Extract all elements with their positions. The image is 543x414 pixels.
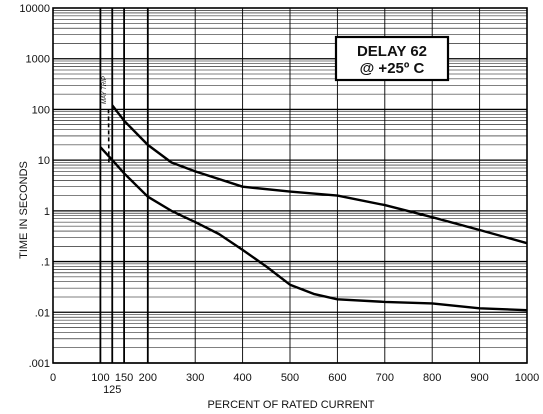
- chart-subtitle: @ +25º C: [360, 60, 425, 77]
- y-tick-label: .001: [29, 358, 50, 370]
- x-tick-label: 700: [376, 372, 394, 384]
- y-tick-label: .01: [35, 307, 50, 319]
- x-tick-label: 150: [115, 372, 133, 384]
- y-tick-label: 1: [44, 206, 50, 218]
- x-tick-label: 500: [281, 372, 299, 384]
- x-tick-label: 0: [50, 372, 56, 384]
- y-tick-label: 100: [32, 104, 50, 116]
- y-axis-title: TIME IN SECONDS: [18, 161, 30, 259]
- grid: [53, 8, 527, 364]
- y-tick-label: .1: [41, 257, 50, 269]
- x-tick-label: 400: [233, 372, 251, 384]
- x-tick-label: 200: [139, 372, 157, 384]
- x-tick-label: 100: [91, 372, 109, 384]
- y-tick-label: 10: [38, 155, 50, 167]
- x-tick-label: 125: [103, 384, 121, 396]
- y-tick-label: 10000: [19, 3, 50, 15]
- y-tick-label: 1000: [26, 54, 50, 66]
- x-tick-label: 600: [328, 372, 346, 384]
- chart-title: DELAY 62: [357, 43, 427, 60]
- may-trip-annotation: MAY TRIP: [102, 76, 108, 104]
- x-tick-label: 300: [186, 372, 204, 384]
- title-box-frame: [334, 35, 450, 82]
- x-tick-label: 800: [423, 372, 441, 384]
- title-box: DELAY 62 @ +25º C: [334, 35, 450, 82]
- plot-frame: [52, 7, 528, 364]
- x-tick-label: 1000: [515, 372, 539, 384]
- y-tick-labels: 10000 1000 100 10 1 .1 .01 .001: [19, 3, 50, 370]
- x-axis-title: PERCENT OF RATED CURRENT: [207, 399, 374, 411]
- curve-1: [111, 104, 528, 245]
- x-tick-label: 900: [470, 372, 488, 384]
- curve-2: [99, 146, 528, 312]
- series-layer: [99, 104, 528, 312]
